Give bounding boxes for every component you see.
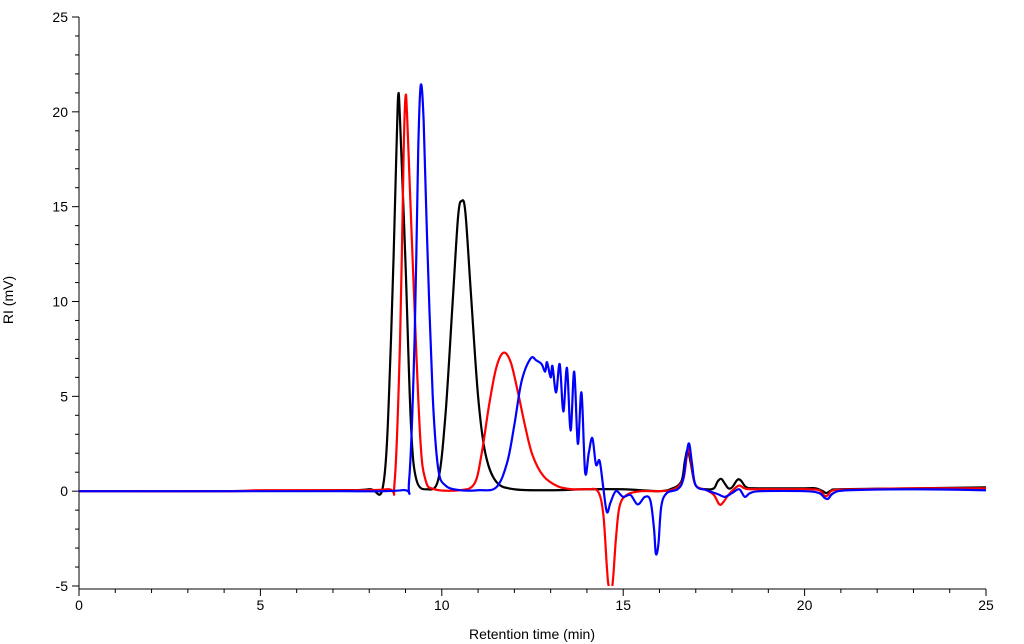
x-tick-label: 20 — [797, 597, 813, 613]
series-line-3 — [79, 83, 986, 556]
y-tick-label: 5 — [60, 388, 68, 404]
x-tick-label: 25 — [978, 597, 994, 613]
y-tick-label: 0 — [60, 483, 68, 499]
y-axis-title: RI (mV) — [0, 276, 16, 324]
x-axis-title: Retention time (min) — [469, 626, 595, 642]
y-tick-label: 10 — [52, 294, 68, 310]
series-line-2 — [79, 93, 986, 586]
x-tick-label: 5 — [257, 597, 265, 613]
traces — [79, 83, 986, 586]
x-tick-label: 10 — [434, 597, 450, 613]
x-tick-label: 0 — [75, 597, 83, 613]
y-tick-label: 15 — [52, 199, 68, 215]
y-tick-label: 25 — [52, 9, 68, 25]
series-line-1 — [79, 91, 986, 496]
y-tick-label: 20 — [52, 104, 68, 120]
axes: 0 5 10 15 20 25 -5 0 5 10 15 20 25 — [52, 9, 994, 613]
x-tick-label: 15 — [615, 597, 631, 613]
y-tick-label: -5 — [56, 578, 69, 594]
